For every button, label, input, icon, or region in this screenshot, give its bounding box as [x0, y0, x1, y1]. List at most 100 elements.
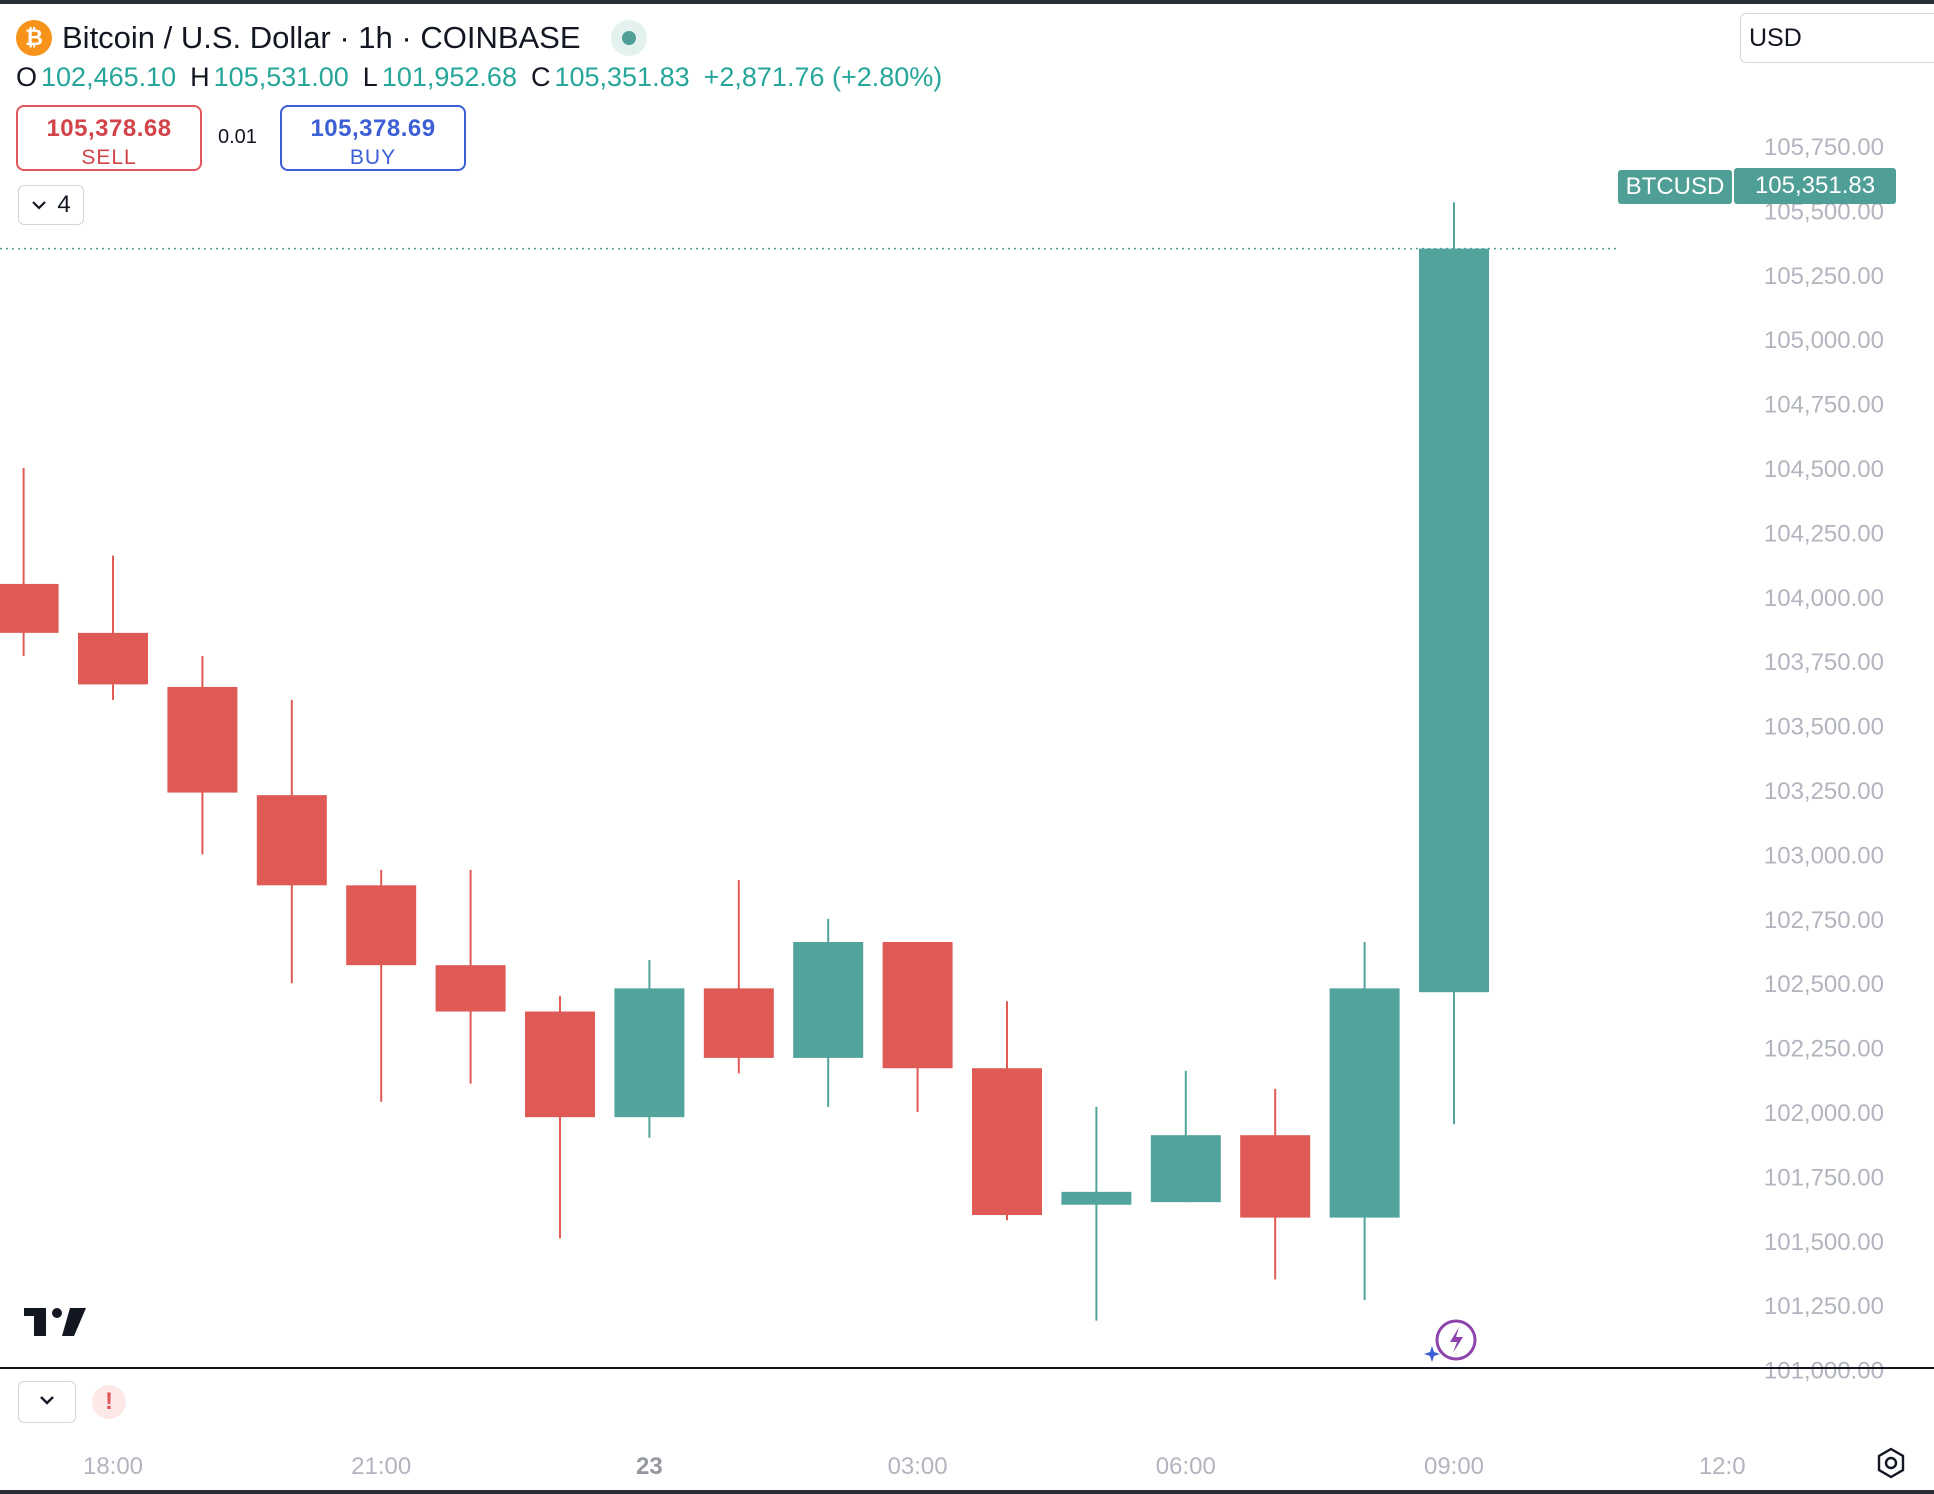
sell-button[interactable]: 105,378.68 SELL [16, 105, 202, 171]
candle[interactable] [1150, 1070, 1221, 1203]
time-tick-label: 18:00 [83, 1453, 143, 1480]
price-axis[interactable]: 105,750.00105,500.00105,250.00105,000.00… [1764, 134, 1884, 1385]
warning-icon[interactable]: ! [92, 1385, 126, 1419]
price-tick-label: 102,000.00 [1764, 1100, 1884, 1127]
candle-body [1061, 1191, 1132, 1205]
currency-selector[interactable]: USD [1740, 13, 1934, 63]
price-tick-label: 103,500.00 [1764, 714, 1884, 741]
candle[interactable] [78, 555, 148, 700]
candle-body [525, 1011, 595, 1118]
change-value: +2,871.76 (+2.80%) [703, 62, 943, 92]
high-label: H [190, 62, 210, 92]
candle[interactable] [0, 468, 59, 657]
buy-label: BUY [349, 146, 397, 169]
close-value: 105,351.83 [554, 62, 690, 92]
ohlc-legend: O 102,465.10 H 105,531.00 L 101,952.68 C… [16, 62, 942, 93]
time-tick-label: 06:00 [1156, 1453, 1216, 1480]
candle-body [1419, 248, 1489, 993]
candle[interactable] [882, 941, 953, 1112]
candle-body [78, 632, 148, 685]
candle[interactable] [1061, 1106, 1132, 1321]
bitcoin-logo-icon: ₿ [16, 20, 52, 56]
market-status-icon[interactable] [610, 20, 647, 56]
price-tick-label: 102,750.00 [1764, 907, 1884, 934]
price-tick-label: 104,000.00 [1764, 585, 1884, 612]
candle-body [793, 941, 864, 1058]
symbol-title[interactable]: Bitcoin / U.S. Dollar · 1h · COINBASE [62, 20, 581, 55]
candle-body [256, 795, 327, 886]
price-tick-label: 104,500.00 [1764, 456, 1884, 483]
candle[interactable] [435, 869, 506, 1084]
price-tick-label: 101,500.00 [1764, 1229, 1884, 1256]
price-tick-label: 102,500.00 [1764, 971, 1884, 998]
price-tick-label: 104,250.00 [1764, 520, 1884, 547]
time-tick-label: 09:00 [1424, 1453, 1484, 1480]
time-tick-label: 21:00 [351, 1453, 411, 1480]
settings-hexagon-icon[interactable] [1874, 1446, 1908, 1485]
candles [0, 202, 1489, 1321]
time-axis[interactable]: 18:00 21:00 23 03:00 06:00 09:00 12:0 [83, 1453, 1746, 1480]
ai-flash-icon[interactable] [1424, 1318, 1480, 1371]
candle-body [435, 965, 506, 1012]
candle-body [346, 885, 417, 966]
candle-body [1150, 1135, 1221, 1203]
candle[interactable] [525, 996, 595, 1239]
price-tick-label: 103,250.00 [1764, 778, 1884, 805]
bottom-border [0, 1490, 1934, 1494]
time-tick-label: 23 [636, 1453, 663, 1480]
spread-value: 0.01 [218, 126, 257, 148]
currency-value: USD [1749, 23, 1802, 52]
price-tick-label: 105,250.00 [1764, 263, 1884, 290]
sell-price: 105,378.68 [46, 115, 172, 142]
sell-label: SELL [81, 146, 137, 169]
chevron-down-icon [31, 194, 47, 217]
last-price-tag: 105,351.83 [1734, 168, 1896, 204]
price-tick-label: 104,750.00 [1764, 392, 1884, 419]
top-border [0, 0, 1934, 4]
time-tick-label: 03:00 [888, 1453, 948, 1480]
candle-body [972, 1068, 1042, 1216]
candle[interactable] [1419, 202, 1489, 1125]
price-tick-label: 103,750.00 [1764, 649, 1884, 676]
open-value: 102,465.10 [41, 62, 177, 92]
price-tick-label: 105,750.00 [1764, 134, 1884, 161]
candle[interactable] [1240, 1088, 1311, 1280]
indicators-toggle-button[interactable]: 4 [18, 185, 84, 225]
low-label: L [362, 62, 378, 92]
candle[interactable] [256, 699, 327, 984]
candle-body [882, 941, 953, 1069]
low-value: 101,952.68 [381, 62, 517, 92]
candle-body [167, 686, 238, 793]
candle[interactable] [1329, 941, 1400, 1301]
buy-price: 105,378.69 [310, 115, 436, 142]
candle[interactable] [793, 918, 864, 1107]
candle[interactable] [972, 1001, 1042, 1221]
open-label: O [16, 62, 38, 92]
chevron-down-icon [38, 1393, 56, 1411]
symbol-price-tag: BTCUSD [1618, 170, 1732, 204]
price-tick-label: 101,250.00 [1764, 1293, 1884, 1320]
pane-separator[interactable] [0, 1367, 1934, 1369]
tradingview-logo-icon[interactable] [24, 1308, 86, 1343]
candle-body [614, 988, 685, 1118]
price-tick-label: 101,750.00 [1764, 1164, 1884, 1191]
price-tick-label: 102,250.00 [1764, 1036, 1884, 1063]
time-tick-label: 12:0 [1699, 1453, 1746, 1480]
high-value: 105,531.00 [213, 62, 349, 92]
candle[interactable] [703, 880, 774, 1074]
market-open-dot [621, 31, 636, 45]
price-tick-label: 101,000.00 [1764, 1358, 1884, 1385]
candle[interactable] [167, 656, 238, 855]
bottom-panel-toggle-button[interactable] [18, 1381, 76, 1423]
candle-body [703, 988, 774, 1058]
candle[interactable] [346, 869, 417, 1102]
candle-body [0, 583, 59, 633]
candle[interactable] [614, 960, 685, 1138]
candle-body [1329, 988, 1400, 1218]
buy-button[interactable]: 105,378.69 BUY [280, 105, 466, 171]
candle-body [1240, 1135, 1311, 1218]
symbol-header[interactable]: ₿ Bitcoin / U.S. Dollar · 1h · COINBASE [16, 18, 647, 58]
close-label: C [530, 62, 551, 92]
